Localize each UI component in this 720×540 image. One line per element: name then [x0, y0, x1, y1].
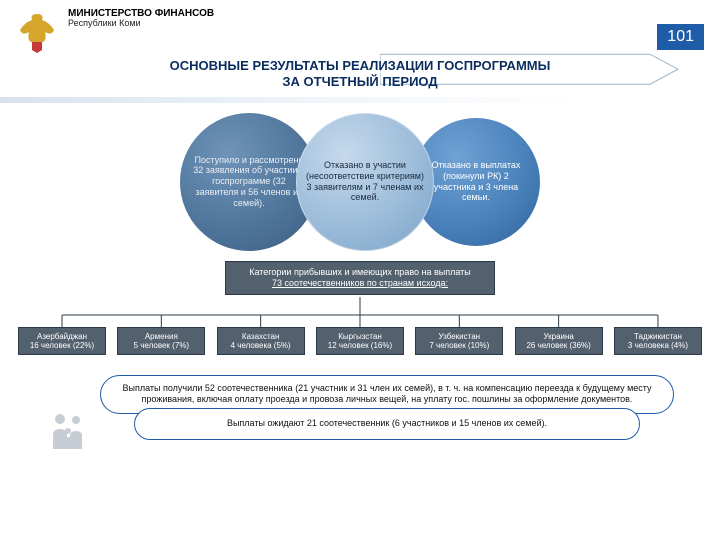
payout-pending-text: Выплаты ожидают 21 соотечественник (6 уч… — [227, 418, 547, 428]
payout-received-text: Выплаты получили 52 соотечественника (21… — [123, 383, 652, 405]
org-root-box: Категории прибывших и имеющих право на в… — [225, 261, 495, 296]
org-child-6: Таджикистан3 человека (4%) — [614, 327, 702, 355]
circles-row: Поступило и рассмотрено 32 заявления об … — [0, 107, 720, 257]
page-number-badge: 101 — [657, 24, 704, 50]
org-root-line1: Категории прибывших и имеющих право на в… — [234, 267, 486, 278]
org-child-3: Кыргызстан12 человек (16%) — [316, 327, 404, 355]
circle-denied-participation-text: Отказано в участии (несоответствие крите… — [306, 160, 424, 203]
main-title-line1: ОСНОВНЫЕ РЕЗУЛЬТАТЫ РЕАЛИЗАЦИИ ГОСПРОГРА… — [40, 58, 680, 74]
org-child-value: 26 человек (36%) — [518, 341, 600, 350]
ministry-label: МИНИСТЕРСТВО ФИНАНСОВ Республики Коми — [68, 8, 214, 29]
emblem-icon — [14, 8, 60, 54]
title-block: ОСНОВНЫЕ РЕЗУЛЬТАТЫ РЕАЛИЗАЦИИ ГОСПРОГРА… — [0, 56, 720, 97]
org-child-name: Казахстан — [220, 332, 302, 341]
org-child-0: Азербайджан16 человек (22%) — [18, 327, 106, 355]
payouts-block: Выплаты получили 52 соотечественника (21… — [100, 375, 674, 440]
org-child-1: Армения5 человек (7%) — [117, 327, 205, 355]
header: МИНИСТЕРСТВО ФИНАНСОВ Республики Коми 10… — [0, 0, 720, 56]
org-child-name: Узбекистан — [418, 332, 500, 341]
title-underline — [0, 97, 720, 103]
org-chart: Категории прибывших и имеющих право на в… — [0, 261, 720, 369]
org-child-value: 7 человек (10%) — [418, 341, 500, 350]
org-root-line2: 73 соотечественников по странам исхода: — [234, 278, 486, 289]
circle-received-text: Поступило и рассмотрено 32 заявления об … — [190, 155, 308, 209]
org-child-value: 3 человека (4%) — [617, 341, 699, 350]
org-child-value: 4 человека (5%) — [220, 341, 302, 350]
circle-denied-payments-text: Отказано в выплатах (покинули РК) 2 учас… — [422, 160, 530, 203]
org-child-name: Армения — [120, 332, 202, 341]
org-child-value: 5 человек (7%) — [120, 341, 202, 350]
org-child-name: Азербайджан — [21, 332, 103, 341]
org-child-2: Казахстан4 человека (5%) — [217, 327, 305, 355]
org-child-name: Украина — [518, 332, 600, 341]
family-icon — [48, 411, 88, 451]
payout-box-pending: Выплаты ожидают 21 соотечественник (6 уч… — [134, 408, 639, 440]
org-child-5: Украина26 человек (36%) — [515, 327, 603, 355]
main-title-line2: ЗА ОТЧЕТНЫЙ ПЕРИОД — [40, 74, 680, 90]
org-child-name: Таджикистан — [617, 332, 699, 341]
org-child-4: Узбекистан7 человек (10%) — [415, 327, 503, 355]
org-children-row: Азербайджан16 человек (22%) Армения5 чело… — [0, 327, 720, 355]
org-child-name: Кыргызстан — [319, 332, 401, 341]
ministry-subtitle: Республики Коми — [68, 19, 214, 29]
circle-denied-participation: Отказано в участии (несоответствие крите… — [296, 113, 434, 251]
org-child-value: 12 человек (16%) — [319, 341, 401, 350]
org-child-value: 16 человек (22%) — [21, 341, 103, 350]
